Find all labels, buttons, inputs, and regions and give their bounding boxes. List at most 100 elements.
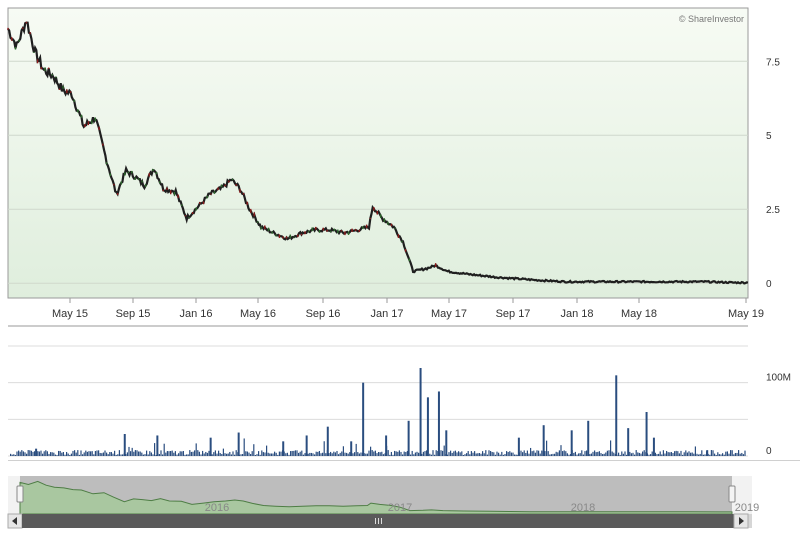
volume-bar [592,451,594,456]
volume-bar [251,451,253,456]
volume-bar [331,453,333,456]
volume-bar [726,451,728,456]
volume-bar [346,452,348,456]
volume-bar [530,447,532,456]
volume-bar [478,453,480,456]
volume-bar [506,451,508,456]
price-candle [25,21,28,24]
volume-bar [733,454,735,456]
volume-bar [358,453,360,456]
volume-bar [373,451,375,456]
volume-bar [350,441,353,456]
volume-bar [106,452,108,456]
price-candle [217,187,219,191]
navigator-left-handle[interactable] [16,485,24,503]
volume-bar [70,453,72,456]
volume-bar [123,434,126,456]
price-candle [18,39,20,42]
volume-bar [634,454,636,456]
volume-bar [290,451,292,456]
volume-bar [368,450,370,456]
volume-bar [469,454,471,456]
volume-bar [541,450,543,456]
price-candle [373,207,375,211]
volume-bar [488,450,490,456]
volume-bar [645,412,648,456]
price-candle [14,47,17,50]
price-candle [239,188,241,193]
volume-bar [723,454,725,456]
volume-bar [302,454,304,456]
navigator-right-handle[interactable] [728,485,736,503]
volume-bar [669,452,671,456]
volume-bar [630,453,632,456]
volume-bar [288,454,290,456]
price-candle [285,236,288,239]
grip-icon [375,518,382,524]
price-candle [297,234,299,238]
price-candle [116,193,119,195]
volume-bar [664,453,666,456]
volume-bar [566,453,568,456]
volume-bar [221,454,223,456]
price-candle [289,234,291,239]
volume-bar [725,451,727,456]
volume-bar [174,451,176,456]
volume-bar [202,450,204,456]
price-candle [344,231,346,236]
volume-bar [298,452,300,456]
price-candle [304,231,306,235]
volume-bar [258,451,260,456]
price-candle [387,221,389,225]
volume-bar [451,452,453,456]
volume-bar [672,453,674,456]
volume-bar [730,450,732,456]
x-tick-label: Jan 18 [560,308,593,320]
price-candle [326,229,328,232]
volume-bar [27,450,29,456]
price-candle [62,85,64,89]
volume-bar [611,451,613,456]
volume-bar [133,451,135,456]
arrow-left-icon [12,517,17,525]
price-candle [275,234,277,237]
volume-bar [613,452,615,456]
volume-bar [544,451,546,456]
price-candle [206,195,208,199]
volume-bar [91,451,93,456]
price-candle [73,99,75,102]
price-candle [113,183,115,186]
volume-bar [189,450,191,456]
volume-bar [429,453,431,456]
volume-bar [579,453,581,456]
volume-bar [291,450,293,456]
price-candle [137,178,140,180]
volume-bar [54,454,56,456]
x-tick-label: Sep 17 [496,308,531,320]
price-candle [87,121,90,126]
volume-bar [437,451,439,456]
volume-bar [371,450,373,456]
volume-bar [216,453,218,456]
volume-bar [558,450,560,456]
volume-bar [117,454,119,456]
volume-bar [154,443,156,456]
price-candle [177,194,179,198]
volume-bar [464,454,466,456]
price-candle [131,170,133,174]
volume-bar [46,451,48,456]
volume-bar [74,450,76,456]
volume-bar [320,453,322,456]
volume-bar [338,454,340,456]
price-tick-label: 2.5 [766,205,780,216]
volume-bar [378,452,380,456]
price-candle [246,201,248,205]
x-axis: May 15 Sep 15 Jan 16 May 16 Sep 16 Jan 17 May … [52,298,764,320]
volume-bar [32,451,34,456]
volume-bar [357,452,359,456]
volume-bar [323,441,325,456]
volume-bar [741,452,743,456]
volume-bar [10,453,12,456]
volume-bar [301,450,303,456]
volume-bar [605,452,607,456]
